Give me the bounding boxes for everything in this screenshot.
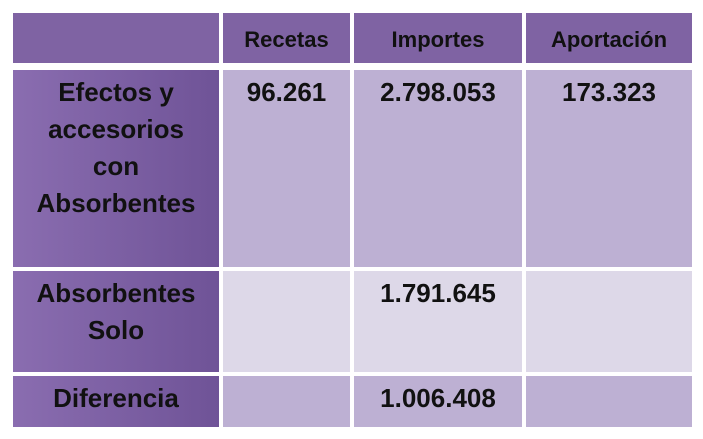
data-cell: 173.323 [526, 70, 692, 267]
header-corner [13, 13, 219, 63]
row-label: Efectos y accesorios con Absorbentes [13, 70, 219, 267]
row-label: Absorbentes Solo [13, 271, 219, 372]
data-cell: 2.798.053 [354, 70, 522, 267]
row-label: Diferencia [13, 376, 219, 427]
data-cell: 1.791.645 [354, 271, 522, 372]
data-cell [526, 376, 692, 427]
data-cell [223, 271, 350, 372]
column-header: Importes [354, 13, 522, 63]
data-cell: 96.261 [223, 70, 350, 267]
data-cell [223, 376, 350, 427]
column-header: Recetas [223, 13, 350, 63]
data-cell [526, 271, 692, 372]
data-cell: 1.006.408 [354, 376, 522, 427]
column-header: Aportación [526, 13, 692, 63]
